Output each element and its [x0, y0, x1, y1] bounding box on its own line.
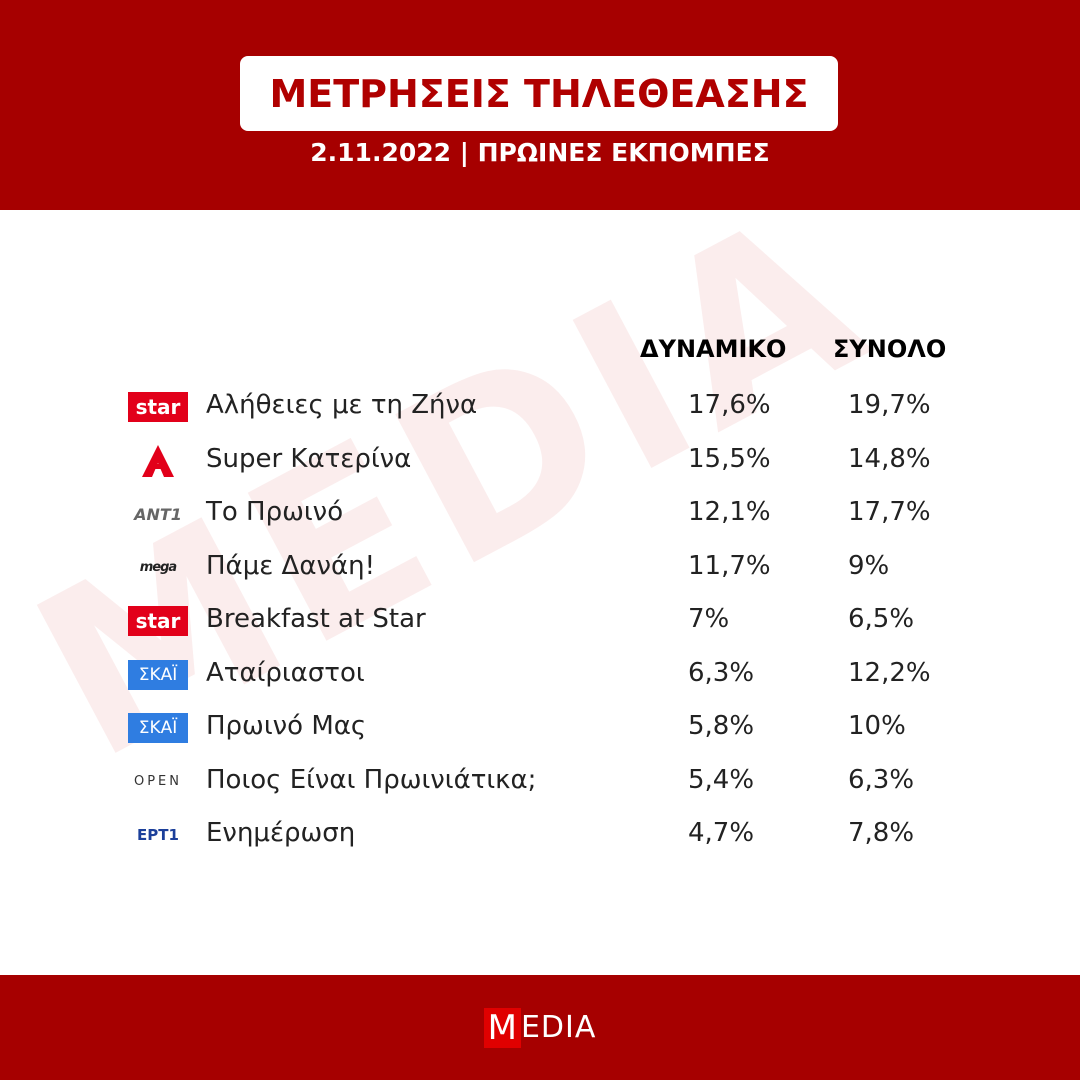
- footer-logo-rest: EDIA: [520, 1010, 597, 1045]
- channel-logo: ΣΚΑΪ: [128, 713, 188, 743]
- footer-logo-initial: M: [483, 1007, 521, 1048]
- rating: 17,6%: [688, 390, 771, 420]
- channel-logo: [128, 442, 188, 480]
- channel-logo: OPEN: [133, 774, 182, 789]
- title: ΜΕΤΡΗΣΕΙΣ ΤΗΛΕΘΕΑΣΗΣ: [240, 56, 838, 131]
- rating: 5,8%: [688, 711, 755, 741]
- column-header: ΔΥΝΑΜΙΚΟ: [640, 335, 787, 363]
- rating: 4,7%: [688, 818, 755, 848]
- rating: 9%: [848, 550, 890, 581]
- show-name: Breakfast at Star: [206, 604, 426, 634]
- rating: 14,8%: [848, 443, 931, 474]
- show-name: Το Πρωινό: [206, 497, 344, 527]
- show-name: Ενημέρωση: [206, 818, 356, 848]
- footer: M EDIA: [0, 975, 1080, 1080]
- rating: 6,5%: [848, 604, 915, 634]
- show-name: Αλήθειες με τη Ζήνα: [206, 390, 478, 420]
- header: ΜΕΤΡΗΣΕΙΣ ΤΗΛΕΘΕΑΣΗΣ 2.11.2022 | ΠΡΩΙΝΕΣ…: [0, 0, 1080, 210]
- channel-logo: ΕΡΤ1: [137, 826, 179, 844]
- channel-logo: mega: [139, 560, 177, 575]
- rating: 6,3%: [848, 764, 915, 795]
- rating: 12,2%: [848, 657, 931, 688]
- subtitle: 2.11.2022 | ΠΡΩΙΝΕΣ ΕΚΠΟΜΠΕΣ: [310, 138, 770, 167]
- rating: 6,3%: [688, 657, 755, 688]
- rating: 17,7%: [848, 497, 931, 527]
- show-name: Super Κατερίνα: [206, 443, 412, 474]
- show-name: Πρωινό Μας: [206, 711, 367, 741]
- rating: 7,8%: [848, 818, 915, 848]
- channel-logo: ΣΚΑΪ: [128, 659, 188, 690]
- rating: 7%: [688, 604, 730, 634]
- channel-logo: ANT1: [134, 504, 182, 524]
- channel-logo: star: [128, 606, 188, 636]
- rating: 5,4%: [688, 764, 755, 795]
- rating: 15,5%: [688, 443, 771, 474]
- channel-logo: star: [128, 392, 188, 422]
- show-name: Πάμε Δανάη!: [206, 550, 376, 581]
- rating: 10%: [848, 711, 906, 741]
- alpha-logo: [142, 444, 174, 477]
- show-name: Ποιος Είναι Πρωινιάτικα;: [206, 764, 537, 795]
- rating: 11,7%: [688, 550, 771, 581]
- show-name: Αταίριαστοι: [206, 657, 365, 688]
- rating: 19,7%: [848, 390, 931, 420]
- column-header: ΣΥΝΟΛΟ: [833, 335, 947, 363]
- rating: 12,1%: [688, 497, 771, 527]
